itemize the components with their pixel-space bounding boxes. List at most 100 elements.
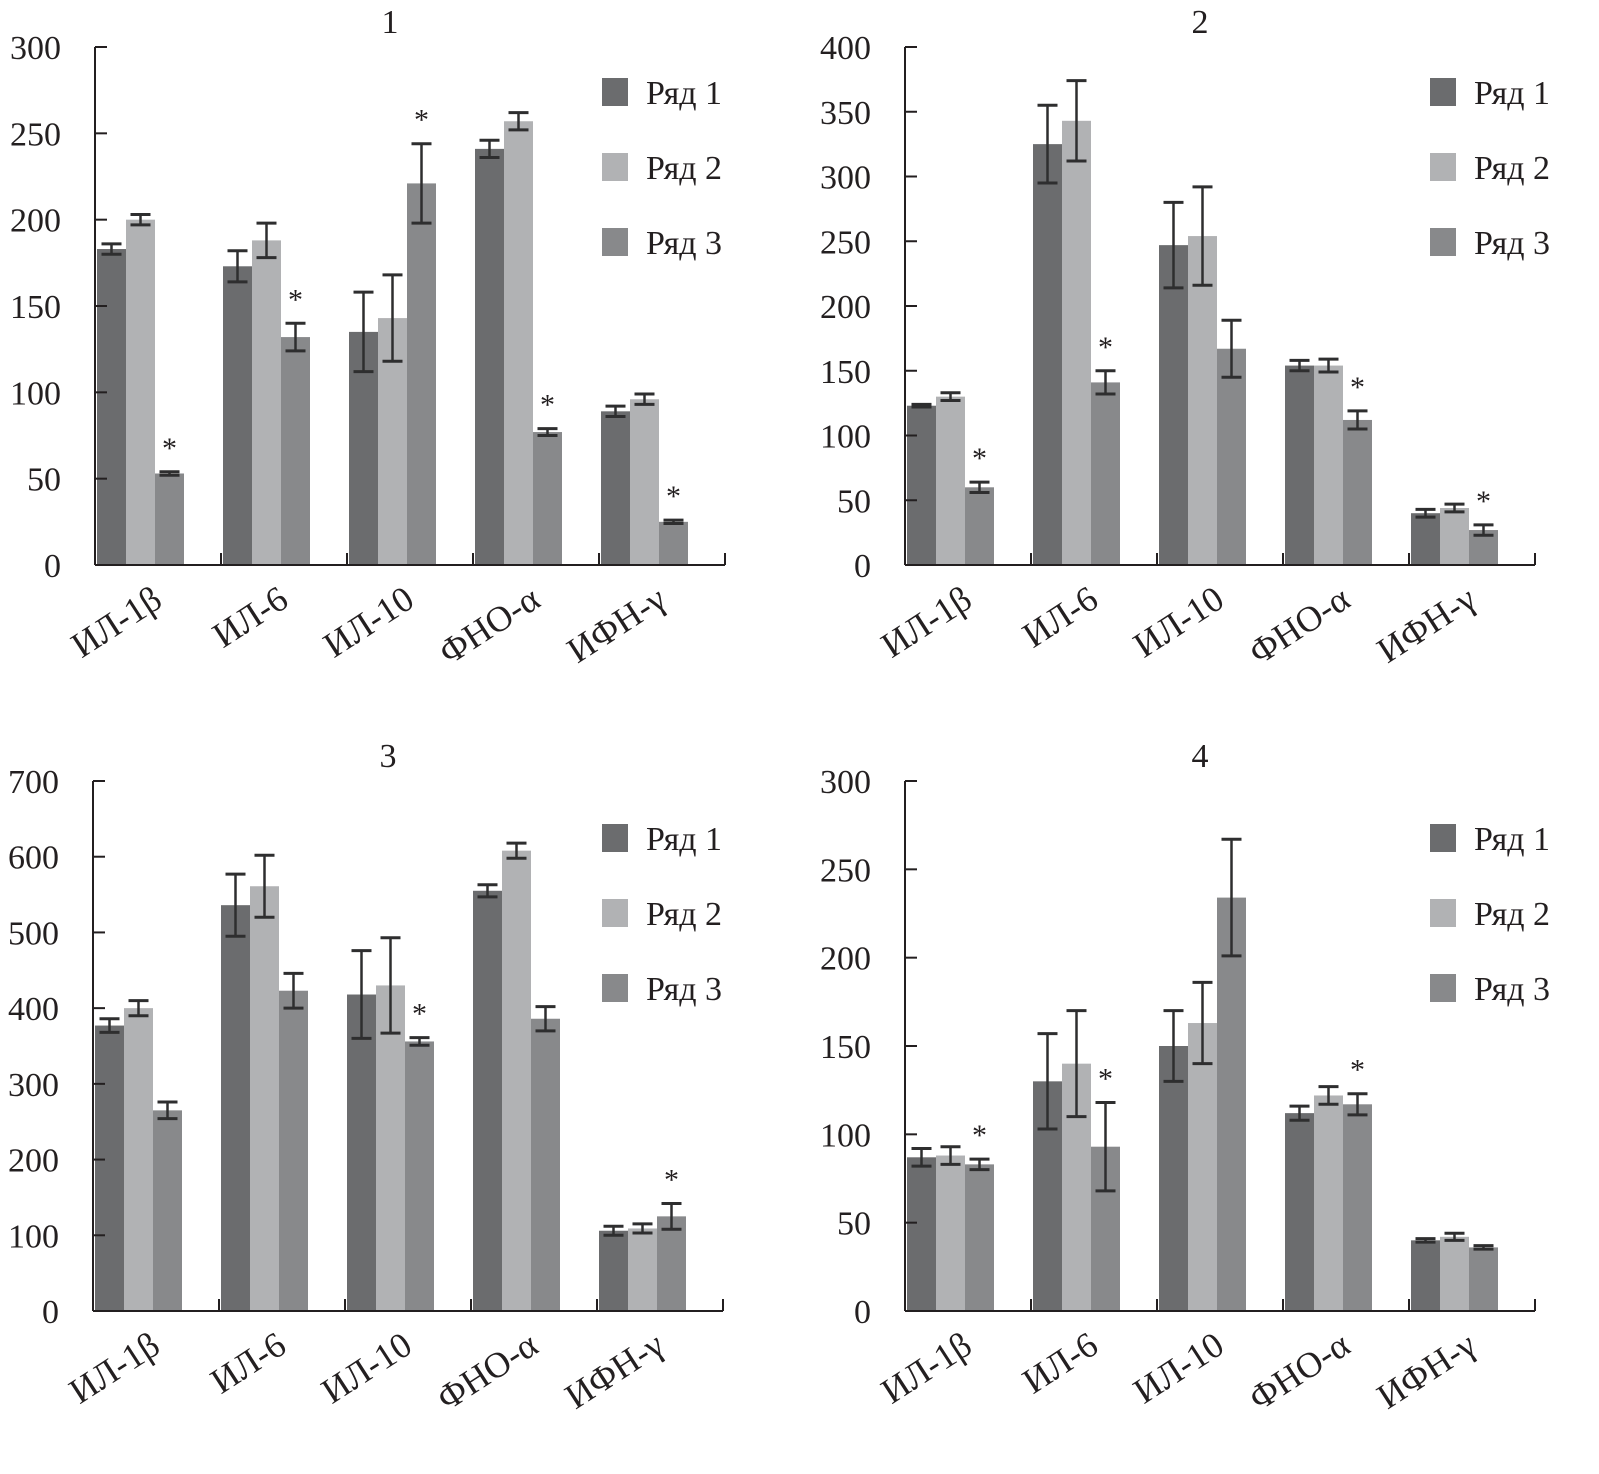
x-tick-label: ИФН-γ (558, 1324, 671, 1417)
y-tick-label: 50 (837, 1206, 871, 1243)
bar (124, 1008, 153, 1311)
significance-marker: * (972, 442, 987, 475)
legend-swatch (602, 824, 628, 852)
bar (155, 473, 184, 565)
x-tick-label: ИЛ-10 (314, 1324, 418, 1411)
x-tick-label: ИЛ-1β (874, 578, 979, 665)
significance-marker: * (1098, 1063, 1113, 1096)
x-tick-label: ИЛ-6 (205, 578, 294, 655)
x-tick-label: ИЛ-6 (1015, 578, 1104, 655)
bar (1314, 365, 1343, 565)
bar (1440, 1236, 1469, 1311)
y-tick-label: 300 (10, 30, 61, 67)
bar (502, 850, 531, 1311)
y-tick-label: 0 (854, 548, 871, 585)
y-tick-label: 250 (10, 116, 61, 153)
significance-marker: * (1476, 485, 1491, 518)
bar (533, 432, 562, 565)
x-tick-label: ИФН-γ (1370, 578, 1483, 671)
legend-label: Ряд 2 (1474, 896, 1550, 933)
x-tick-label: ИЛ-1β (62, 1324, 167, 1411)
chart-title: 1 (382, 4, 399, 41)
y-tick-label: 150 (820, 354, 871, 391)
legend-label: Ряд 1 (646, 75, 722, 112)
legend-label: Ряд 3 (1474, 971, 1550, 1008)
legend-swatch (1430, 228, 1456, 256)
significance-marker: * (1350, 1054, 1365, 1087)
significance-marker: * (664, 1163, 679, 1196)
bar (1217, 348, 1246, 565)
bar (473, 890, 502, 1311)
bar (965, 487, 994, 565)
y-tick-label: 300 (8, 1067, 59, 1104)
bar (347, 994, 376, 1311)
bar (281, 337, 310, 565)
x-tick-label: ИЛ-6 (1015, 1324, 1104, 1401)
legend-swatch (602, 78, 628, 106)
legend-label: Ряд 3 (646, 971, 722, 1008)
bar (1411, 1240, 1440, 1311)
legend-swatch (602, 974, 628, 1002)
bar (1159, 1046, 1188, 1311)
chart-title: 4 (1192, 738, 1209, 775)
y-tick-label: 150 (820, 1029, 871, 1066)
bar (126, 219, 155, 565)
significance-marker: * (162, 432, 177, 465)
bar (1343, 419, 1372, 565)
legend-swatch (602, 228, 628, 256)
y-tick-label: 200 (8, 1143, 59, 1180)
chart-title: 2 (1192, 4, 1209, 41)
legend-swatch (1430, 974, 1456, 1002)
y-tick-label: 300 (820, 764, 871, 801)
bar (936, 1155, 965, 1311)
y-tick-label: 100 (8, 1218, 59, 1255)
y-tick-label: 200 (820, 941, 871, 978)
y-tick-label: 50 (837, 483, 871, 520)
legend-swatch (1430, 899, 1456, 927)
x-tick-label: ИЛ-10 (1126, 578, 1230, 665)
bar (1343, 1104, 1372, 1311)
bar (252, 240, 281, 566)
chart-panel-1: 1 * * * * * 0 50 100 150 200 250 300 ИЛ-1β ИЛ-6 ИЛ-10 ФН… (10, 4, 726, 672)
x-tick-label: ИЛ-6 (203, 1324, 292, 1401)
legend-label: Ряд 1 (646, 821, 722, 858)
y-tick-label: 300 (820, 160, 871, 197)
legend-swatch (602, 153, 628, 181)
bar (1217, 897, 1246, 1311)
significance-marker: * (540, 389, 555, 422)
significance-marker: * (666, 480, 681, 513)
x-tick-label: ФНО-α (432, 578, 547, 672)
bar (250, 886, 279, 1311)
y-tick-label: 100 (820, 1117, 871, 1154)
bar (407, 183, 436, 565)
bar (1411, 513, 1440, 565)
bar (1188, 1023, 1217, 1311)
y-tick-label: 250 (820, 852, 871, 889)
legend-label: Ряд 1 (1474, 821, 1550, 858)
bar (630, 399, 659, 565)
bar (1091, 382, 1120, 565)
bar (504, 121, 533, 565)
x-tick-label: ИФН-γ (560, 578, 673, 671)
significance-marker: * (288, 283, 303, 316)
significance-marker: * (1098, 331, 1113, 364)
bar (1285, 365, 1314, 565)
x-tick-label: ФНО-α (1242, 578, 1357, 672)
bar (1314, 1095, 1343, 1311)
y-tick-label: 200 (10, 203, 61, 240)
chart-panel-2: 2 * * * * 0 50 100 150 200 250 300 350 400 ИЛ-1β ИЛ-6 ИЛ… (820, 4, 1550, 672)
bar (1440, 508, 1469, 565)
bar (97, 249, 126, 565)
significance-marker: * (1350, 371, 1365, 404)
legend-label: Ряд 3 (1474, 225, 1550, 262)
bar (601, 411, 630, 565)
y-tick-label: 600 (8, 840, 59, 877)
bar (936, 396, 965, 565)
bar (223, 266, 252, 565)
y-tick-label: 350 (820, 95, 871, 132)
bar (907, 1157, 936, 1311)
y-tick-label: 200 (820, 289, 871, 326)
bar (1469, 1247, 1498, 1311)
chart-title: 3 (380, 738, 397, 775)
